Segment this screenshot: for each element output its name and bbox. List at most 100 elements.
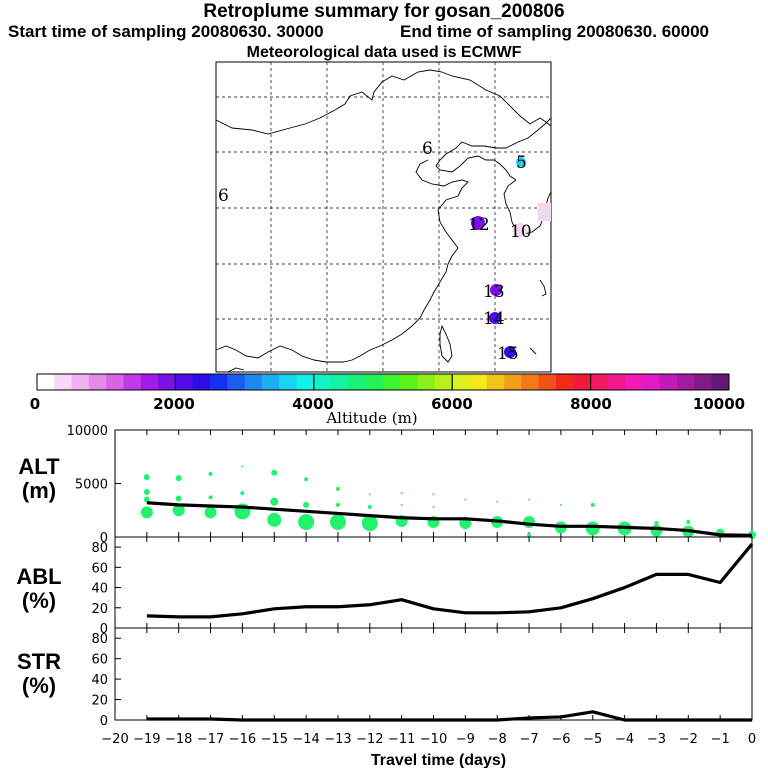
alt-scatter-point <box>650 524 663 537</box>
colorbar-label: Altitude (m) <box>325 409 417 427</box>
colorbar-cell <box>417 374 436 390</box>
x-tick-label: −6 <box>551 732 570 747</box>
colorbar-cell <box>192 374 211 390</box>
colorbar-cell <box>400 374 419 390</box>
colorbar-cell <box>140 374 159 390</box>
alt-scatter-point <box>329 514 346 531</box>
alt-scatter-point <box>143 489 150 496</box>
alt-scatter-point <box>464 498 467 501</box>
colorbar-tick-2000: 2000 <box>153 395 195 413</box>
alt-ytick-label: 10000 <box>67 424 108 439</box>
alt-scatter-point <box>270 497 279 506</box>
alt-scatter-point <box>585 521 600 536</box>
colorbar-cell <box>106 374 124 390</box>
alt-scatter-point <box>143 474 150 481</box>
colorbar-cell <box>175 374 194 390</box>
x-tick-label: −19 <box>133 732 160 747</box>
colorbar-cell <box>210 374 228 390</box>
chart-title: Retroplume summary for gosan_200806 <box>203 1 565 22</box>
alt-scatter-point <box>432 506 435 509</box>
alt-scatter-point <box>303 501 310 508</box>
alt-scatter-point <box>368 493 371 496</box>
colorbar-tick-4000: 4000 <box>292 395 334 413</box>
coastline <box>215 69 552 373</box>
x-tick-label: −4 <box>615 732 634 747</box>
colorbar-cell <box>434 374 453 390</box>
plume-point-15 <box>504 346 516 358</box>
str-panel-label: STR (%) <box>0 650 79 698</box>
alt-ytick-label: 5000 <box>75 478 108 493</box>
x-tick-label: −10 <box>420 732 447 747</box>
colorbar-cell <box>538 374 557 390</box>
x-tick-label: −13 <box>324 732 351 747</box>
colorbar-cell <box>71 374 90 390</box>
alt-label-text: ALT (m) <box>18 454 60 503</box>
alt-scatter-point <box>335 502 340 507</box>
x-tick-label: −8 <box>488 732 507 747</box>
met-data-label: Meteorological data used is ECMWF <box>246 44 522 61</box>
colorbar-cell <box>261 374 280 390</box>
abl-panel-frame <box>114 536 753 629</box>
alt-scatter-point <box>241 465 244 468</box>
colorbar-tick-6000: 6000 <box>431 395 473 413</box>
alt-scatter-point <box>559 503 562 506</box>
alt-scatter-point <box>172 504 185 517</box>
x-tick-label: −15 <box>261 732 288 747</box>
alt-scatter-point <box>208 471 213 476</box>
alt-scatter-point <box>140 506 153 519</box>
colorbar-tick-10000: 10000 <box>693 395 745 413</box>
alt-series-line <box>146 501 753 537</box>
map-label-12: 12 <box>468 215 490 235</box>
alt-scatter-point <box>528 498 531 501</box>
colorbar-cell <box>123 374 142 390</box>
colorbar-cell <box>573 374 592 390</box>
colorbar-cell <box>383 374 401 390</box>
colorbar-frame <box>36 373 730 391</box>
alt-scatter-point <box>654 521 659 526</box>
alt-scatter-point <box>298 514 315 531</box>
abl-ytick-label: 80 <box>91 541 108 556</box>
x-tick-label: −17 <box>197 732 224 747</box>
abl-ytick-label: 40 <box>91 582 108 597</box>
alt-scatter-point <box>304 477 309 482</box>
x-tick-label: −20 <box>101 732 128 747</box>
plume-area-pink <box>538 203 551 221</box>
str-ytick-label: 20 <box>91 694 108 709</box>
alt-scatter-point <box>361 515 378 532</box>
plume-point-5 <box>516 157 526 167</box>
altitude-colorbar <box>36 373 730 391</box>
alt-scatter-point <box>143 496 150 503</box>
alt-scatter-point <box>175 475 182 482</box>
alt-scatter-point <box>686 520 691 525</box>
x-tick-label: −7 <box>519 732 538 747</box>
colorbar-cell <box>158 374 176 390</box>
colorbar-cell <box>313 374 332 390</box>
colorbar-cell <box>227 374 246 390</box>
colorbar-cell <box>590 374 609 390</box>
end-time-label: End time of sampling 20080630. 60000 <box>400 22 709 41</box>
alt-panel-label: ALT (m) <box>0 455 79 503</box>
str-label-text: STR (%) <box>17 649 61 698</box>
x-axis-label: Travel time (days) <box>371 752 506 768</box>
colorbar-cell <box>296 374 315 390</box>
alt-scatter-point <box>590 502 595 507</box>
alt-scatter-point <box>267 512 282 527</box>
str-ytick-label: 60 <box>91 653 108 668</box>
alt-ytick-label: 0 <box>100 531 108 546</box>
colorbar-cell <box>642 374 661 390</box>
colorbar-tick-8000: 8000 <box>570 395 612 413</box>
str-ytick-label: 80 <box>91 632 108 647</box>
map-label-13: 13 <box>483 282 505 302</box>
alt-scatter-point <box>523 516 536 529</box>
x-tick-label: −5 <box>583 732 602 747</box>
alt-scatter-point <box>432 493 435 496</box>
colorbar-ticks: 0 2000 4000 6000 8000 10000 <box>30 395 745 413</box>
colorbar-cell <box>452 374 470 390</box>
abl-panel-label: ABL (%) <box>0 565 79 613</box>
colorbar-cell <box>607 374 626 390</box>
map-labels: 6 6 5 12 10 13 14 15 <box>218 139 551 364</box>
colorbar-cell <box>348 374 367 390</box>
x-tick-label: −3 <box>647 732 666 747</box>
alt-scatter-point <box>400 503 403 506</box>
